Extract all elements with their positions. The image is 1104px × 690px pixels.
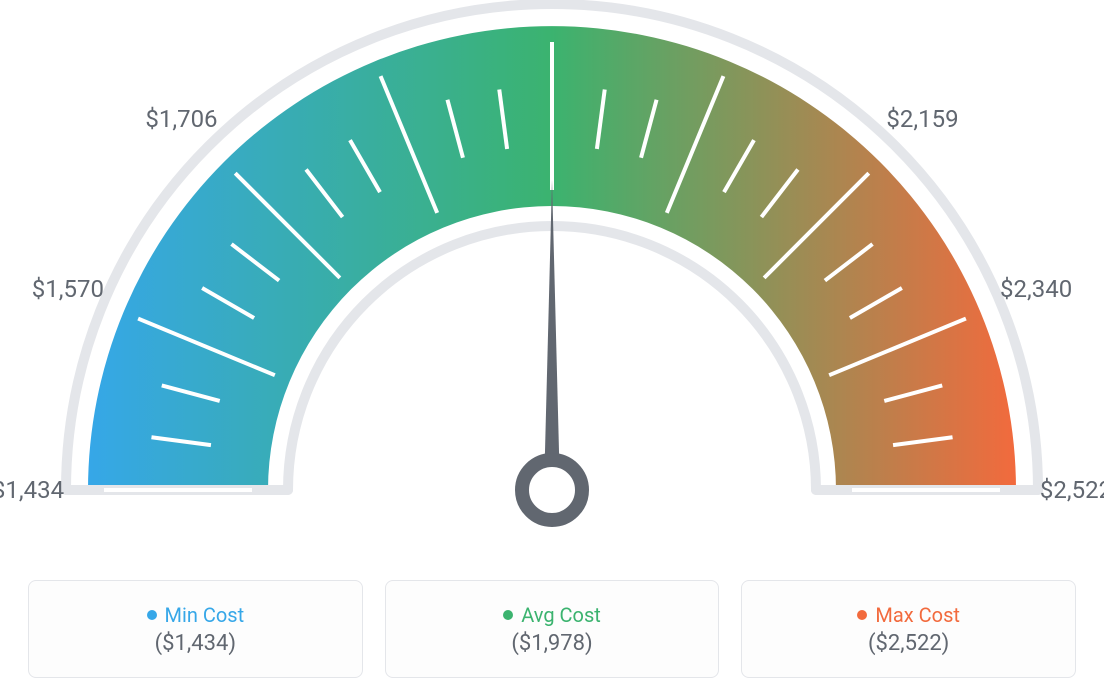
legend-dot-icon [503,610,513,620]
chart-wrapper: $1,434$1,570$1,706$1,978$2,159$2,340$2,5… [0,0,1104,690]
gauge-tick-label: $2,340 [1000,275,1072,303]
legend-title: Min Cost [147,603,245,627]
legend-title-text: Max Cost [875,603,960,627]
legend-value: ($2,522) [868,631,949,656]
legend-dot-icon [147,610,157,620]
legend-row: Min Cost ($1,434) Avg Cost ($1,978) Max Cost… [0,580,1104,690]
gauge-tick-label: $2,159 [886,105,958,133]
legend-title: Avg Cost [503,603,601,627]
legend-card: Max Cost ($2,522) [741,580,1076,678]
legend-card: Avg Cost ($1,978) [385,580,720,678]
legend-value: ($1,978) [511,631,592,656]
legend-dot-icon [857,610,867,620]
legend-title-text: Avg Cost [521,603,601,627]
legend-title-text: Min Cost [165,603,245,627]
gauge-tick-label: $1,706 [145,105,217,133]
gauge-tick-label: $2,522 [1040,476,1104,504]
gauge-tick-label: $1,434 [0,476,64,504]
legend-card: Min Cost ($1,434) [28,580,363,678]
gauge-tick-label: $1,570 [32,275,104,303]
legend-value: ($1,434) [155,631,236,656]
legend-title: Max Cost [857,603,960,627]
cost-gauge: $1,434$1,570$1,706$1,978$2,159$2,340$2,5… [0,0,1104,560]
